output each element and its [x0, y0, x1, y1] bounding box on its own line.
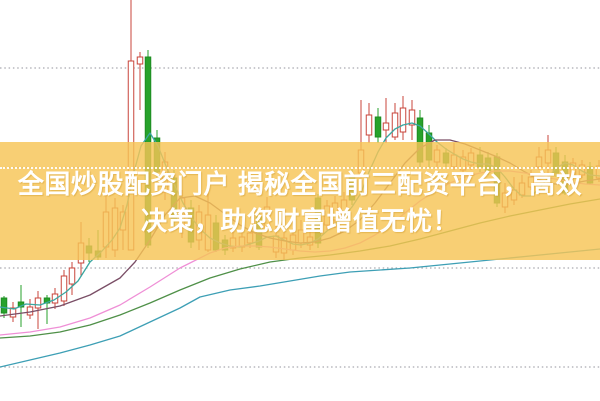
- promo-banner: 全国炒股配资门户 揭秘全国前三配资平台，高效 决策，助您财富增值无忧！: [0, 142, 600, 260]
- promo-text-line2: 决策，助您财富增值无忧！: [140, 206, 459, 236]
- promo-text: 全国炒股配资门户 揭秘全国前三配资平台，高效 决策，助您财富增值无忧！: [0, 166, 600, 240]
- promo-text-line1: 全国炒股配资门户 揭秘全国前三配资平台，高效: [17, 169, 583, 199]
- banner-gridline: [0, 167, 600, 169]
